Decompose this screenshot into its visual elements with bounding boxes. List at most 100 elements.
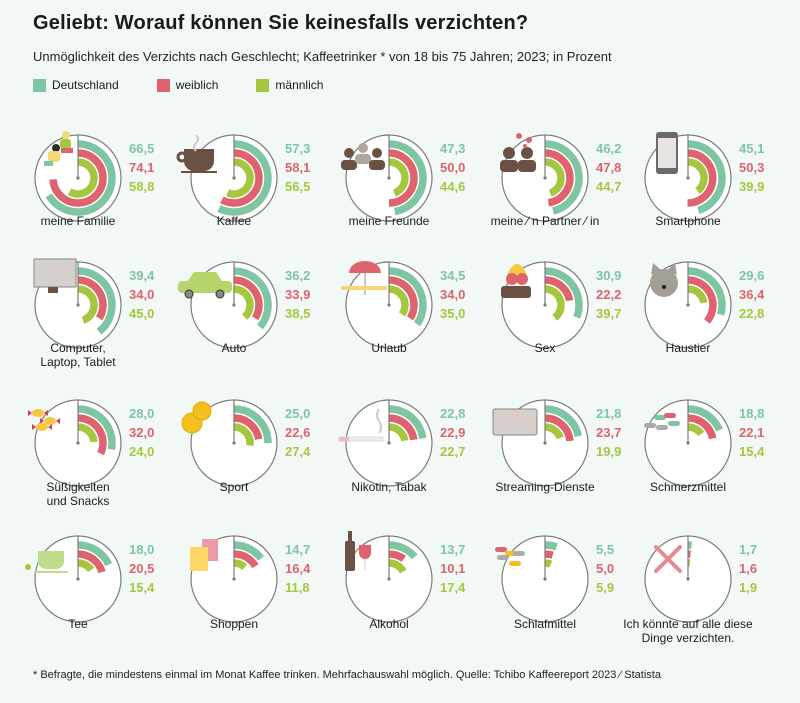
arc-maennlich (687, 158, 708, 194)
value-label-maennlich: 56,5 (285, 179, 311, 194)
category-label: Smartphone (655, 214, 721, 228)
value-label-deutschland: 57,3 (285, 141, 311, 156)
center-dot (543, 303, 547, 307)
value-label-deutschland: 29,6 (739, 268, 765, 283)
center-dot (76, 176, 80, 180)
value-label-weiblich: 33,9 (285, 287, 311, 302)
value-labels: 47,3 50,0 44,6 (440, 139, 465, 196)
arc-weiblich (49, 149, 107, 207)
friends-icon (341, 143, 385, 170)
arc-weiblich (687, 276, 717, 324)
legend-item-maennlich: männlich (256, 78, 323, 92)
value-labels: 30,9 22,2 39,7 (596, 266, 621, 323)
value-label-weiblich: 5,0 (596, 561, 615, 576)
value-label-weiblich: 22,2 (596, 287, 622, 302)
legend-item-deutschland: Deutschland (33, 78, 119, 92)
pet-icon (650, 263, 678, 297)
value-label-weiblich: 58,1 (285, 160, 311, 175)
value-label-weiblich: 36,4 (739, 287, 765, 302)
value-labels: 46,2 47,8 44,7 (596, 139, 621, 196)
arc-deutschland (687, 140, 726, 214)
arc-maennlich (388, 158, 409, 197)
value-label-maennlich: 35,0 (440, 306, 466, 321)
arc-deutschland (217, 140, 272, 216)
value-label-maennlich: 19,9 (596, 444, 622, 459)
value-label-weiblich: 1,6 (739, 561, 758, 576)
value-labels: 18,8 22,1 15,4 (739, 404, 764, 461)
value-labels: 18,0 20,5 15,4 (129, 540, 154, 597)
value-label-deutschland: 22,8 (440, 406, 466, 421)
value-labels: 1,7 1,6 1,9 (739, 540, 757, 597)
value-label-maennlich: 58,8 (129, 179, 155, 194)
arc-deutschland (544, 405, 582, 438)
center-dot (543, 441, 547, 445)
value-label-deutschland: 47,3 (440, 141, 466, 156)
family-icon (44, 131, 73, 166)
value-label-weiblich: 23,7 (596, 425, 622, 440)
value-labels: 66,5 74,1 58,8 (129, 139, 154, 196)
arc-weiblich (219, 149, 263, 207)
teacup-icon (25, 551, 68, 573)
value-label-maennlich: 44,7 (596, 179, 622, 194)
arc-weiblich (687, 414, 717, 440)
category-label: Tee (68, 617, 88, 631)
legend: Deutschland weiblich männlich (33, 78, 349, 92)
center-dot (686, 303, 690, 307)
value-label-deutschland: 14,7 (285, 542, 311, 557)
arc-weiblich (544, 414, 574, 442)
capsules-icon (495, 547, 525, 566)
value-label-maennlich: 39,9 (739, 179, 765, 194)
arc-maennlich (226, 158, 254, 198)
value-labels: 57,3 58,1 56,5 (285, 139, 310, 196)
value-label-weiblich: 22,1 (739, 425, 765, 440)
flaming-heart-icon (501, 264, 531, 298)
arc-weiblich (544, 149, 574, 207)
value-label-maennlich: 44,6 (440, 179, 466, 194)
center-dot (76, 577, 80, 581)
arc-weiblich (77, 550, 106, 574)
center-dot (686, 441, 690, 445)
value-label-weiblich: 22,6 (285, 425, 311, 440)
arc-weiblich (544, 276, 574, 302)
value-label-deutschland: 66,5 (129, 141, 155, 156)
category-label: Schmerzmittel (649, 480, 726, 494)
value-label-deutschland: 21,8 (596, 406, 622, 421)
category-label: Urlaub (371, 341, 407, 355)
value-label-maennlich: 22,7 (440, 444, 466, 459)
legend-item-weiblich: weiblich (156, 78, 218, 92)
value-label-deutschland: 46,2 (596, 141, 622, 156)
candy-icon (28, 409, 60, 431)
value-label-weiblich: 47,8 (596, 160, 622, 175)
category-label: Ich könnte auf alle diese Dinge verzicht… (623, 617, 753, 645)
center-dot (686, 577, 690, 581)
category-label: Sport (219, 480, 249, 494)
arc-deutschland (687, 405, 723, 432)
center-dot (232, 441, 236, 445)
arc-weiblich (233, 414, 263, 441)
footnote: * Befragte, die mindestens einmal im Mon… (33, 669, 661, 681)
value-labels: 34,5 34,0 35,0 (440, 266, 465, 323)
value-label-deutschland: 28,0 (129, 406, 155, 421)
tennis-ball-icon (181, 401, 212, 434)
value-labels: 14,7 16,4 11,8 (285, 540, 310, 597)
category-label: Computer, Laptop, Tablet (40, 341, 116, 369)
shopping-bags-icon (190, 539, 218, 571)
value-label-weiblich: 20,5 (129, 561, 155, 576)
value-label-maennlich: 45,0 (129, 306, 155, 321)
value-label-weiblich: 34,0 (129, 287, 155, 302)
category-label: Schlafmittel (513, 617, 577, 631)
pills-icon (644, 413, 680, 430)
legend-swatch-deutschland (33, 78, 46, 92)
smartphone-icon (656, 132, 678, 174)
center-dot (232, 577, 236, 581)
value-label-deutschland: 18,0 (129, 542, 155, 557)
value-label-maennlich: 15,4 (739, 444, 765, 459)
chart-title: Geliebt: Worauf können Sie keinesfalls v… (33, 12, 529, 34)
